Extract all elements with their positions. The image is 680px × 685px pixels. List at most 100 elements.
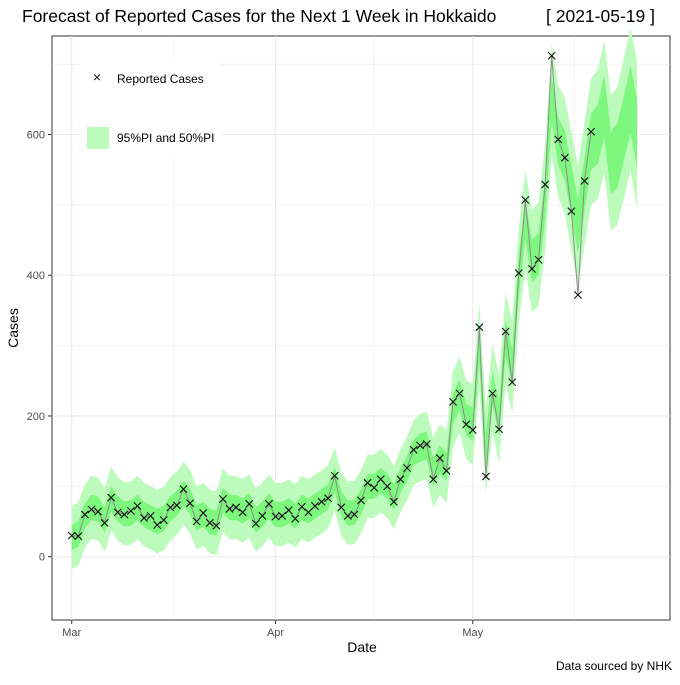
reported-case-marker bbox=[159, 516, 168, 525]
reported-case-marker bbox=[317, 497, 326, 506]
reported-case-marker bbox=[133, 502, 142, 511]
reported-case-marker bbox=[218, 494, 227, 503]
reported-case-marker bbox=[475, 323, 484, 332]
reported-case-marker bbox=[422, 440, 431, 449]
pi95-band-group bbox=[71, 27, 638, 570]
reported-case-marker bbox=[304, 508, 313, 517]
reported-case-marker bbox=[74, 532, 83, 541]
reported-case-marker bbox=[370, 483, 379, 492]
reported-case-marker bbox=[462, 420, 471, 429]
reported-case-marker bbox=[271, 512, 280, 521]
y-tick-label: 0 bbox=[39, 552, 45, 564]
reported-case-marker bbox=[534, 255, 543, 264]
reported-case-marker bbox=[324, 494, 333, 503]
reported-case-marker bbox=[547, 51, 556, 60]
x-tick-label: Mar bbox=[62, 627, 81, 639]
reported-case-marker bbox=[442, 466, 451, 475]
reported-case-marker bbox=[245, 499, 254, 508]
reported-markers-group bbox=[67, 51, 596, 541]
reported-case-marker bbox=[501, 327, 510, 336]
y-tick-label: 400 bbox=[27, 270, 45, 282]
pi50-band bbox=[71, 65, 638, 551]
x-tick-label: Apr bbox=[267, 627, 284, 639]
x-tick-label: May bbox=[462, 627, 483, 639]
y-tick-label: 600 bbox=[27, 130, 45, 142]
reported-case-marker bbox=[429, 475, 438, 484]
y-tick-label: 200 bbox=[27, 411, 45, 423]
pi50-band-group bbox=[71, 65, 638, 551]
reported-case-marker bbox=[251, 519, 260, 528]
reported-case-marker bbox=[113, 508, 122, 517]
reported-case-marker bbox=[508, 378, 517, 387]
source-note: Data sourced by NHK bbox=[556, 659, 672, 673]
reported-case-marker bbox=[166, 503, 175, 512]
reported-case-marker bbox=[100, 518, 109, 527]
reported-case-marker bbox=[297, 502, 306, 511]
reported-case-marker bbox=[514, 269, 523, 278]
reported-case-marker bbox=[199, 509, 208, 518]
reported-case-marker bbox=[383, 482, 392, 491]
reported-case-marker bbox=[205, 518, 214, 527]
reported-case-marker bbox=[363, 478, 372, 487]
reported-case-marker bbox=[232, 503, 241, 512]
reported-case-marker bbox=[396, 475, 405, 484]
reported-case-marker bbox=[337, 503, 346, 512]
legend-interval-swatch bbox=[87, 127, 109, 149]
reported-case-marker bbox=[330, 471, 339, 480]
reported-case-marker bbox=[580, 176, 589, 185]
reported-case-marker bbox=[225, 504, 234, 513]
reported-case-marker bbox=[258, 511, 267, 520]
reported-case-marker bbox=[495, 425, 504, 434]
reported-case-marker bbox=[238, 508, 247, 517]
reported-case-marker bbox=[481, 472, 490, 481]
reported-case-marker bbox=[389, 497, 398, 506]
reported-case-marker bbox=[455, 389, 464, 398]
reported-case-marker bbox=[560, 153, 569, 162]
legend-reported-label: Reported Cases bbox=[117, 72, 204, 86]
legend-reported-symbol: × bbox=[93, 69, 101, 85]
y-axis-label: Cases bbox=[5, 308, 21, 348]
reported-case-marker bbox=[278, 511, 287, 520]
legend: × Reported Cases 95%PI and 50%PI bbox=[80, 58, 220, 158]
reported-case-marker bbox=[80, 510, 89, 519]
reported-case-marker bbox=[153, 521, 162, 530]
reported-case-marker bbox=[172, 501, 181, 510]
reported-case-marker bbox=[107, 493, 116, 502]
reported-case-marker bbox=[310, 502, 319, 511]
reported-case-marker bbox=[409, 445, 418, 454]
reported-case-marker bbox=[140, 513, 149, 522]
pi95-band bbox=[71, 27, 638, 570]
reported-case-marker bbox=[94, 507, 103, 516]
reported-case-marker bbox=[186, 499, 195, 508]
reported-case-marker bbox=[126, 506, 135, 515]
reported-case-marker bbox=[376, 475, 385, 484]
reported-case-marker bbox=[435, 454, 444, 463]
axes: 0 200 400 600 Mar Apr May bbox=[27, 130, 484, 639]
reported-case-marker bbox=[67, 531, 76, 540]
x-axis-label: Date bbox=[347, 639, 377, 655]
reported-case-marker bbox=[357, 496, 365, 505]
reported-case-marker bbox=[212, 521, 221, 530]
reported-case-marker bbox=[120, 510, 129, 519]
chart-title: Forecast of Reported Cases for the Next … bbox=[22, 6, 496, 26]
reported-case-marker bbox=[573, 290, 582, 299]
reported-case-marker bbox=[449, 397, 458, 406]
reported-case-marker bbox=[146, 511, 155, 520]
reported-case-marker bbox=[527, 264, 536, 273]
legend-interval-label: 95%PI and 50%PI bbox=[117, 131, 214, 145]
reported-case-marker bbox=[350, 510, 359, 519]
reported-case-marker bbox=[567, 207, 576, 216]
reported-case-marker bbox=[554, 135, 563, 144]
reported-case-marker bbox=[488, 389, 497, 398]
reported-case-marker bbox=[264, 499, 273, 508]
reported-case-marker bbox=[468, 426, 477, 435]
reported-case-marker bbox=[587, 127, 596, 136]
reported-case-marker bbox=[87, 505, 96, 514]
reported-case-marker bbox=[541, 180, 550, 189]
reported-case-marker bbox=[179, 485, 188, 494]
reported-case-marker bbox=[343, 511, 352, 520]
reported-case-marker bbox=[291, 514, 300, 523]
chart-date: [ 2021-05-19 ] bbox=[546, 6, 655, 26]
